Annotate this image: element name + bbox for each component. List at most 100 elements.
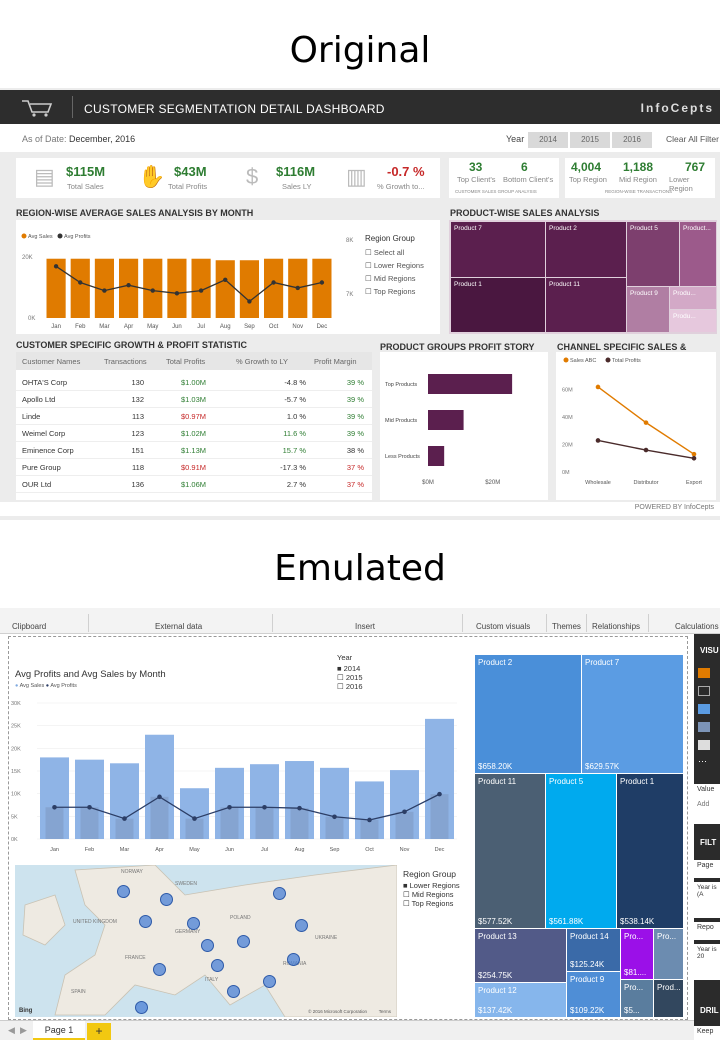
table-row[interactable]: OUR Ltd 136 $1.06M 2.7 % 37 % (16, 476, 372, 493)
map-bubble[interactable] (187, 917, 200, 930)
more-visuals-icon[interactable]: ⋯ (698, 756, 707, 766)
map-bubble[interactable] (263, 975, 276, 988)
treemap-cell[interactable]: Produ... (670, 310, 716, 332)
report-filters[interactable]: Repo (694, 922, 720, 940)
visualizations-pane: VISU ⋯ Value Add FILT Page Year is (A Rep… (694, 634, 720, 1040)
col-growth[interactable]: % Growth to LY (236, 357, 288, 366)
europe-map[interactable]: NORWAY SWEDEN UNITED KINGDOM POLAND GERM… (15, 865, 397, 1017)
ribbon-clipboard[interactable]: Clipboard (12, 622, 47, 631)
column-chart-icon[interactable] (698, 704, 710, 714)
treemap-cell[interactable]: Product 14 $125.24K (567, 929, 620, 971)
treemap-cell[interactable]: Product 13 $254.75K (475, 929, 566, 982)
y-tick-label: 40M (562, 415, 573, 421)
x-tick-label: Jul (261, 847, 268, 853)
treemap-cell[interactable]: Pro... (654, 929, 683, 979)
map-bubble[interactable] (160, 893, 173, 906)
x-tick-label: Nov (400, 847, 410, 853)
region-option-top[interactable]: ☐ Top Regions (365, 287, 416, 296)
treemap-cell[interactable]: Product 9 $109.22K (567, 972, 620, 1017)
treemap-cell[interactable]: Product 1 (451, 278, 545, 332)
map-label-poland: POLAND (230, 915, 251, 921)
map-bubble[interactable] (153, 963, 166, 976)
map-bubble[interactable] (295, 919, 308, 932)
treemap-cell[interactable]: Product 5 $561.88K (546, 774, 616, 928)
table-row[interactable]: Eminence Corp 151 $1.13M 15.7 % 38 % (16, 442, 372, 459)
table-row[interactable]: OHTA'S Corp 130 $1.00M -4.8 % 39 % (16, 374, 372, 391)
treemap-cell[interactable]: Product 11 (546, 278, 626, 332)
map-bubble[interactable] (201, 939, 214, 952)
map-bubble[interactable] (227, 985, 240, 998)
region-option-lower[interactable]: ■ Lower Regions (403, 881, 460, 890)
region-option-mid[interactable]: ☐ Mid Regions (365, 274, 416, 283)
table-row[interactable]: Linde 113 $0.97M 1.0 % 39 % (16, 408, 372, 425)
treemap-cell[interactable]: Product 1 $538.14K (617, 774, 683, 928)
treemap-cell[interactable]: Product 2 (546, 222, 626, 277)
profit-line (55, 265, 323, 303)
add-page-button[interactable]: + (87, 1023, 111, 1040)
next-page-icon[interactable]: ▶ (20, 1025, 27, 1035)
map-bubble[interactable] (139, 915, 152, 928)
col-customer-names[interactable]: Customer Names (22, 357, 81, 366)
treemap-cell[interactable]: Product... (680, 222, 716, 286)
treemap-cell[interactable]: Product 5 (627, 222, 679, 286)
year-option-2016[interactable]: ☐ 2016 (337, 682, 363, 691)
values-well[interactable]: Value Add (694, 784, 720, 824)
year-button-2015[interactable]: 2015 (570, 132, 610, 148)
treemap-cell[interactable]: Product 2 $658.20K (475, 655, 581, 773)
ribbon-external-data[interactable]: External data (155, 622, 203, 631)
treemap-cell[interactable]: Pro... $81.... (621, 929, 653, 979)
map-visual-icon[interactable] (698, 722, 710, 732)
treemap-cell[interactable]: Pro... $5... (621, 980, 653, 1017)
prev-page-icon[interactable]: ◀ (8, 1025, 15, 1035)
treemap-cell[interactable]: Produ... (670, 287, 716, 309)
region-box-caption: REGION-WISE TRANSACTIONS (605, 189, 673, 194)
year-filter-card[interactable]: Year is (A (694, 882, 720, 918)
right-axis-8k: 8K (346, 238, 354, 244)
region-option-lower[interactable]: ☐ Lower Regions (365, 261, 424, 270)
treemap-cell[interactable]: Product 12 $137.42K (475, 983, 566, 1017)
page-1-tab[interactable]: Page 1 (33, 1021, 85, 1040)
visualizations-header: VISU (700, 646, 719, 655)
map-bubble[interactable] (211, 959, 224, 972)
treemap-cell[interactable]: Prod... (654, 980, 683, 1017)
map-bubble[interactable] (287, 953, 300, 966)
clear-filter-button[interactable]: Clear All Filter (666, 134, 719, 144)
year-report-filter-card[interactable]: Year is 20 (694, 944, 720, 980)
table-row[interactable]: Weimel Corp 123 $1.02M 11.6 % 39 % (16, 425, 372, 442)
map-terms-link[interactable]: Terms (378, 1009, 391, 1014)
col-total-profits[interactable]: Total Profits (166, 357, 206, 366)
table-visual-icon[interactable] (698, 740, 710, 750)
keep-filters-option[interactable]: Keep (694, 1026, 720, 1040)
ribbon-themes[interactable]: Themes (552, 622, 581, 631)
map-bubble[interactable] (273, 887, 286, 900)
region-option-top[interactable]: ☐ Top Regions (403, 899, 454, 908)
region-option-select-all[interactable]: ☐ Select all (365, 248, 405, 257)
ribbon-insert[interactable]: Insert (355, 622, 376, 631)
col-transactions[interactable]: Transactions (104, 357, 147, 366)
treemap-cell[interactable]: Product 9 (627, 287, 669, 332)
treemap-cell[interactable]: Product 7 $629.57K (582, 655, 683, 773)
treemap-cell[interactable]: Product 11 $577.52K (475, 774, 545, 928)
bottom-clients-label: Bottom Client's (503, 175, 554, 184)
year-button-2014[interactable]: 2014 (528, 132, 568, 148)
top-clients-label: Top Client's (457, 175, 496, 184)
table-cell: Pure Group (22, 463, 61, 472)
table-row[interactable]: Apollo Ltd 132 $1.03M -5.7 % 39 % (16, 391, 372, 408)
year-option-2015[interactable]: ☐ 2015 (337, 673, 363, 682)
year-option-2014[interactable]: ■ 2014 (337, 664, 361, 673)
map-bubble[interactable] (117, 885, 130, 898)
ribbon-relationships[interactable]: Relationships (592, 622, 641, 631)
original-heading: Original (289, 30, 431, 71)
stacked-bar-icon[interactable] (698, 668, 710, 678)
map-bubble[interactable] (237, 935, 250, 948)
ribbon-custom-visuals[interactable]: Custom visuals (476, 622, 531, 631)
line-chart-icon[interactable] (698, 686, 710, 696)
page-filters[interactable]: Page (694, 860, 720, 878)
ribbon-calculations[interactable]: Calculations (675, 622, 719, 631)
col-profit-margin[interactable]: Profit Margin (314, 357, 357, 366)
region-option-mid[interactable]: ☐ Mid Regions (403, 890, 454, 899)
treemap-cell[interactable]: Product 7 (451, 222, 545, 277)
map-bubble[interactable] (135, 1001, 148, 1014)
year-button-2016[interactable]: 2016 (612, 132, 652, 148)
table-row[interactable]: Pure Group 118 $0.91M -17.3 % 37 % (16, 459, 372, 476)
